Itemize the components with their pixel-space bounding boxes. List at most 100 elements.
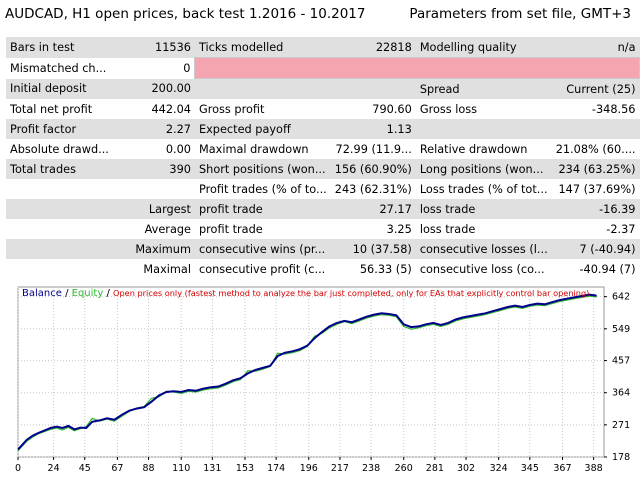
report-value: -40.94 (7) [579, 262, 636, 276]
report-label [6, 259, 123, 279]
report-value: 156 (60.90%) [330, 159, 416, 179]
report-value: 390 [123, 159, 195, 179]
parameters-source: Parameters from set file, GMT+3 [409, 6, 631, 22]
report-label: consecutive profit (c... [198, 262, 326, 276]
balance-line [17, 293, 597, 451]
y-tick-label: 457 [612, 356, 630, 367]
report-label: Relative drawdown [419, 142, 528, 156]
x-tick-label: 174 [267, 463, 285, 474]
mismatch-error-bar [194, 57, 640, 79]
x-tick-label: 217 [331, 463, 349, 474]
report-label: Total net profit [10, 102, 93, 116]
report-label: Spread [415, 78, 552, 99]
y-tick-label: 178 [612, 452, 630, 463]
report-value: 10 (37.58) [330, 239, 416, 259]
report-label: Loss trades (% of tot... [419, 182, 548, 196]
report-title: AUDCAD, H1 open prices, back test 1.2016… [5, 6, 366, 22]
legend-balance: Balance [22, 288, 62, 299]
x-tick-label: 67 [111, 463, 123, 474]
report-value: 200.00 [123, 78, 195, 99]
y-tick-label: 549 [612, 324, 630, 335]
x-tick-label: 281 [426, 463, 444, 474]
x-tick-label: 88 [143, 463, 155, 474]
report-row: Largest profit trade 27.17 loss trade -16.39 [6, 199, 640, 219]
report-label: Modelling quality [415, 37, 552, 58]
report-value: 22818 [330, 37, 416, 58]
x-tick-label: 0 [15, 463, 21, 474]
report-value: 2.27 [123, 119, 195, 139]
report-row: Absolute drawd... 0.00 Maximal drawdown 72.… [6, 139, 640, 159]
x-tick-label: 24 [48, 463, 60, 474]
report-label: Initial deposit [6, 78, 124, 99]
report-label: profit trade [194, 199, 331, 219]
report-value: 0.00 [165, 142, 191, 156]
report-label: Gross profit [198, 102, 265, 116]
report-row: Mismatched ch... 0 [6, 57, 640, 79]
report-value: 1.13 [330, 119, 416, 139]
y-tick-label: 271 [612, 420, 630, 431]
report-value: 21.08% (60.... [555, 142, 636, 156]
report-value: 56.33 (5) [359, 262, 412, 276]
report-value: 27.17 [330, 199, 416, 219]
report-label: consecutive losses (l... [415, 239, 552, 259]
x-tick-label: 238 [362, 463, 380, 474]
report-label: consecutive loss (co... [419, 262, 545, 276]
report-label: Mismatched ch... [10, 61, 107, 75]
plot-area [17, 286, 605, 458]
report-row: Initial deposit 200.00 Spread Current (25) [6, 78, 640, 99]
report-value: 72.99 (11.9... [335, 142, 412, 156]
x-tick-label: 45 [79, 463, 91, 474]
report-value [330, 78, 416, 99]
legend-equity: Equity [72, 288, 104, 299]
report-row: Profit trades (% of to... 243 (62.31%) Los… [6, 179, 640, 199]
report-value: 7 (-40.94) [551, 239, 640, 259]
report-row: Bars in test 11536 Ticks modelled 22818 Mode… [6, 37, 640, 58]
report-label: loss trade [415, 199, 552, 219]
report-label: profit trade [198, 222, 263, 236]
report-label [6, 179, 123, 199]
report-row: Maximum consecutive wins (pr... 10 (37.58)… [6, 239, 640, 259]
report-label: Profit trades (% of to... [198, 182, 327, 196]
report-value: Average [144, 222, 191, 236]
report-value: Largest [123, 199, 195, 219]
x-tick-label: 345 [521, 463, 539, 474]
equity-line [17, 295, 597, 452]
report-label: Expected payoff [194, 119, 331, 139]
legend-separator: / [65, 288, 72, 299]
chart-canvas: 0 24 45 67 88 110 131 153 174 196 217 238 260 281 302 3… [15, 286, 630, 474]
legend-modelling-note: Open prices only (fastest method to anal… [113, 288, 589, 298]
x-tick-label: 388 [585, 463, 603, 474]
report-value: -16.39 [551, 199, 640, 219]
x-tick-label: 260 [395, 463, 413, 474]
report-value: 243 (62.31%) [334, 182, 412, 196]
report-label: Long positions (won... [415, 159, 552, 179]
report-value: 234 (63.25%) [551, 159, 640, 179]
report-value: 3.25 [386, 222, 412, 236]
x-tick-label: 324 [490, 463, 508, 474]
report-value: -2.37 [606, 222, 636, 236]
x-tick-label: 110 [172, 463, 190, 474]
report-value [551, 119, 640, 139]
report-label [6, 239, 124, 259]
report-value [123, 179, 195, 199]
report-label: Gross loss [419, 102, 478, 116]
y-tick-label: 642 [612, 292, 630, 303]
report-label: loss trade [419, 222, 476, 236]
report-value: Maximum [123, 239, 195, 259]
report-value: n/a [551, 37, 640, 58]
statistics-table: Bars in test 11536 Ticks modelled 22818 Mode… [6, 37, 640, 279]
report-value: 11536 [123, 37, 195, 58]
x-tick-label: 131 [203, 463, 221, 474]
report-label [6, 199, 124, 219]
report-row: Average profit trade 3.25 loss trade -2.37 [6, 219, 640, 239]
report-label: Bars in test [6, 37, 124, 58]
report-value: 442.04 [151, 102, 191, 116]
legend-separator: / [106, 288, 113, 299]
axis-ticks: 0 24 45 67 88 110 131 153 174 196 217 238 260 281 302 3… [15, 292, 630, 474]
balance-chart: 0 24 45 67 88 110 131 153 174 196 217 238 260 281 302 3… [0, 282, 640, 480]
grid-lines [17, 287, 604, 458]
report-row: Maximal consecutive profit (c... 56.33 (5)… [6, 259, 640, 279]
x-tick-label: 196 [300, 463, 318, 474]
x-tick-label: 367 [553, 463, 571, 474]
report-label: Absolute drawd... [10, 142, 109, 156]
